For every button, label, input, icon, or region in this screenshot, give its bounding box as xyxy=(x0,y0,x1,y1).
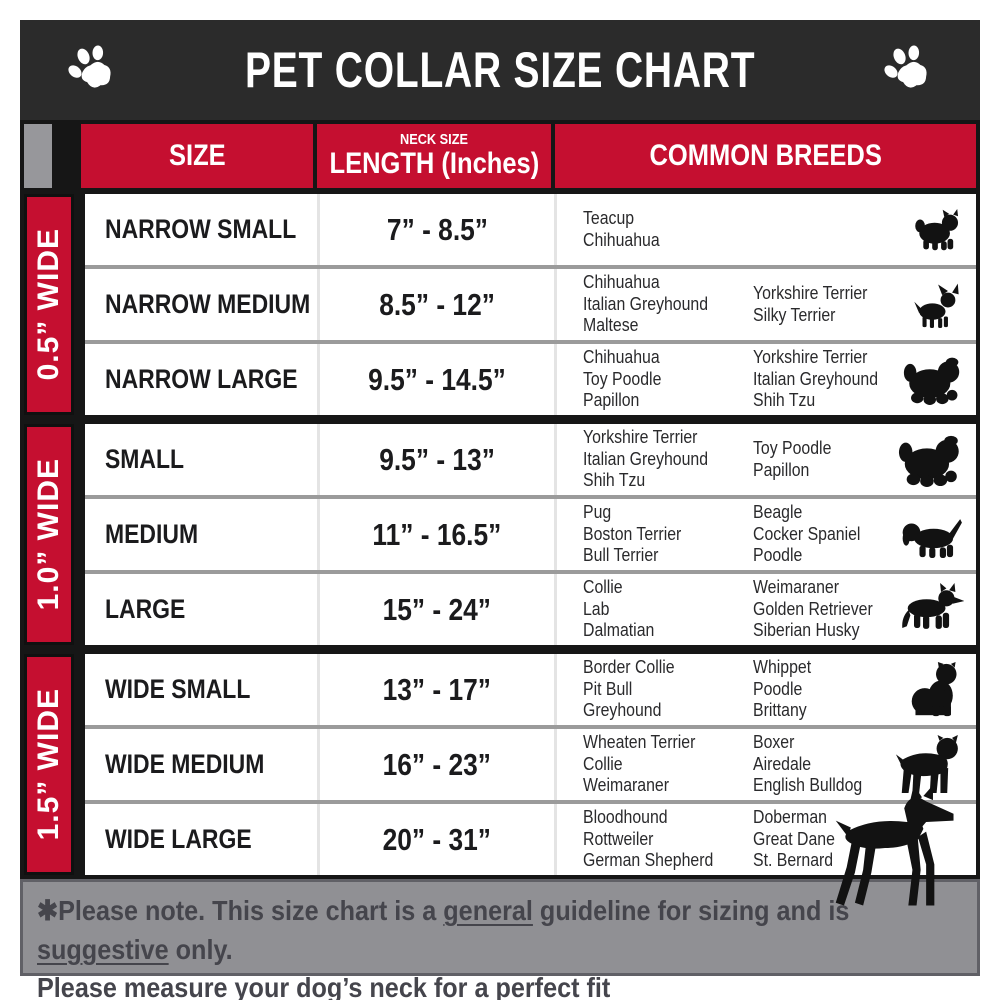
table-row: WIDE LARGE 20” - 31” Bloodhound Rottweil… xyxy=(85,785,976,906)
table-row: NARROW LARGE 9.5” - 14.5” Chihuahua Toy … xyxy=(85,344,976,415)
pit-bull-sitting-icon xyxy=(908,661,964,718)
breeds-list: Doberman Great Dane St. Bernard xyxy=(753,807,835,871)
section-half-inch: 0.5” WIDE NARROW SMALL 7” - 8.5” Teacup … xyxy=(24,194,976,415)
footer-note: ✱Please note. This size chart is a gener… xyxy=(20,879,980,1000)
size-label: WIDE LARGE xyxy=(105,824,252,854)
shih-tzu-icon xyxy=(898,433,964,487)
size-label: NARROW SMALL xyxy=(105,214,297,244)
title-bar: PET COLLAR SIZE CHART xyxy=(20,20,980,120)
shih-tzu-icon xyxy=(903,355,964,405)
breeds-list: Bloodhound Rottweiler German Shepherd xyxy=(583,807,714,871)
breeds-list: Yorkshire Terrier Silky Terrier xyxy=(753,282,868,325)
breeds-list: Yorkshire Terrier Italian Greyhound Shih… xyxy=(753,347,879,411)
doberman-icon xyxy=(833,785,970,911)
neck-length-value: 9.5” - 13” xyxy=(379,441,495,477)
table-row: LARGE 15” - 24” Collie Lab Dalmatian Wei… xyxy=(85,574,976,645)
neck-length-value: 15” - 24” xyxy=(382,591,492,627)
size-label: LARGE xyxy=(105,594,186,624)
yorkshire-terrier-icon xyxy=(912,208,964,251)
underlined-word: suggestive xyxy=(37,933,169,965)
neck-length-value: 13” - 17” xyxy=(382,671,492,707)
breeds-list: Yorkshire Terrier Italian Greyhound Shih… xyxy=(583,427,709,491)
size-label: WIDE MEDIUM xyxy=(105,749,265,779)
column-header-row: SIZE NECK SIZE LENGTH (Inches) COMMON BR… xyxy=(24,124,976,188)
section-one-inch: 1.0” WIDE SMALL 9.5” - 13” Yorkshire Ter… xyxy=(24,424,976,645)
table-row: WIDE SMALL 13” - 17” Border Collie Pit B… xyxy=(85,654,976,725)
breeds-list: Chihuahua Italian Greyhound Maltese xyxy=(583,272,709,336)
underlined-word: general xyxy=(443,895,533,926)
breeds-list: Beagle Cocker Spaniel Poodle xyxy=(753,502,861,566)
breeds-list: Wheaten Terrier Collie Weimaraner xyxy=(583,732,696,796)
table-row: NARROW SMALL 7” - 8.5” Teacup Chihuahua xyxy=(85,194,976,265)
table-row: NARROW MEDIUM 8.5” - 12” Chihuahua Itali… xyxy=(85,269,976,340)
shepherd-dog-icon xyxy=(896,582,964,637)
beagle-icon xyxy=(900,512,964,558)
neck-length-value: 20” - 31” xyxy=(382,821,492,857)
breeds-list: Boxer Airedale English Bulldog xyxy=(753,732,863,796)
corner-block xyxy=(24,124,52,188)
page-title: PET COLLAR SIZE CHART xyxy=(244,42,756,98)
width-group-label: 0.5” WIDE xyxy=(24,194,74,415)
neck-length-value: 11” - 16.5” xyxy=(372,516,502,552)
table-row: SMALL 9.5” - 13” Yorkshire Terrier Itali… xyxy=(85,424,976,495)
note-line-2: Please measure your dog’s neck for a per… xyxy=(37,972,611,1000)
breeds-list: Chihuahua Toy Poodle Papillon xyxy=(583,347,662,411)
size-label: WIDE SMALL xyxy=(105,674,251,704)
paw-icon xyxy=(882,44,934,96)
chart-board: PET COLLAR SIZE CHART SIZE NECK SIZ xyxy=(20,20,980,1000)
table-row: MEDIUM 11” - 16.5” Pug Boston Terrier Bu… xyxy=(85,499,976,570)
size-label: MEDIUM xyxy=(105,519,199,549)
paw-icon xyxy=(66,44,118,96)
column-header-size: SIZE xyxy=(81,124,313,188)
neck-length-value: 16” - 23” xyxy=(382,746,492,782)
chihuahua-icon xyxy=(911,282,964,328)
section-one-point-five-inch: 1.5” WIDE WIDE SMALL 13” - 17” Border Co… xyxy=(24,654,976,906)
neck-length-value: 9.5” - 14.5” xyxy=(368,361,506,397)
size-label: NARROW LARGE xyxy=(105,364,298,394)
size-table: SIZE NECK SIZE LENGTH (Inches) COMMON BR… xyxy=(20,120,980,906)
breeds-list: Weimaraner Golden Retriever Siberian Hus… xyxy=(753,577,873,641)
neck-length-value: 8.5” - 12” xyxy=(379,286,495,322)
breeds-list: Collie Lab Dalmatian xyxy=(583,577,655,641)
note-line-1: ✱Please note. This size chart is a gener… xyxy=(37,895,857,965)
column-header-common-breeds: COMMON BREEDS xyxy=(555,124,976,188)
neck-length-value: 7” - 8.5” xyxy=(386,211,488,247)
pit-bull-standing-icon xyxy=(894,734,964,795)
width-group-label: 1.0” WIDE xyxy=(24,424,74,645)
column-header-neck-length: NECK SIZE LENGTH (Inches) xyxy=(317,124,551,188)
size-label: SMALL xyxy=(105,444,185,474)
breeds-list: Whippet Poodle Brittany xyxy=(753,657,812,721)
breeds-list: Teacup Chihuahua xyxy=(583,207,660,250)
size-label: NARROW MEDIUM xyxy=(105,289,311,319)
table-row: WIDE MEDIUM 16” - 23” Wheaten Terrier Co… xyxy=(85,729,976,800)
breeds-list: Toy Poodle Papillon xyxy=(753,437,832,480)
breeds-list: Pug Boston Terrier Bull Terrier xyxy=(583,502,682,566)
width-group-label: 1.5” WIDE xyxy=(24,654,74,875)
breeds-list: Border Collie Pit Bull Greyhound xyxy=(583,657,675,721)
header-spacer xyxy=(56,124,77,188)
